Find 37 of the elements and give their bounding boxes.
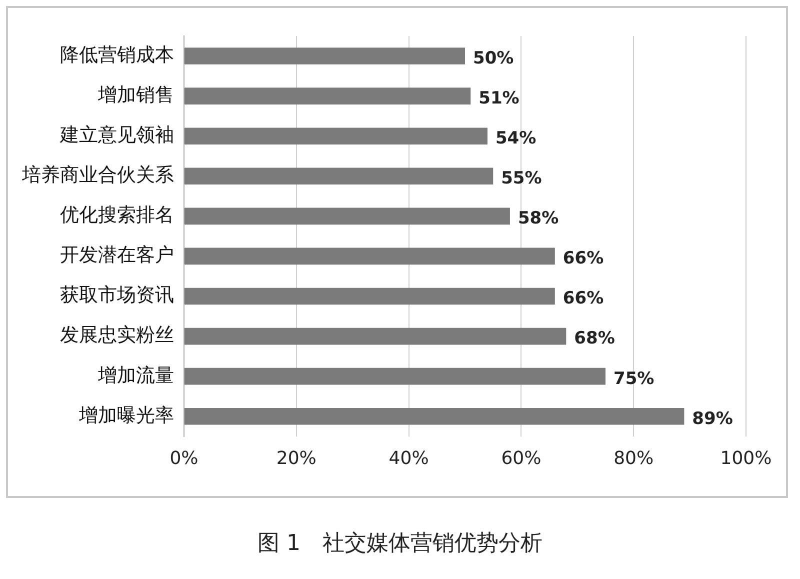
y-tick-label: 增加曝光率 — [78, 404, 174, 426]
data-label: 50% — [473, 48, 514, 68]
x-tick-label: 100% — [720, 448, 772, 469]
y-tick-label: 建立意见领袖 — [59, 124, 174, 146]
bar — [184, 328, 566, 345]
x-tick-label: 80% — [614, 448, 654, 469]
y-tick-label: 降低营销成本 — [60, 44, 174, 66]
bar — [184, 208, 510, 225]
bar — [184, 408, 684, 425]
bar — [184, 368, 606, 385]
x-tick-label: 40% — [388, 448, 429, 469]
y-tick-label: 发展忠实粉丝 — [60, 324, 174, 346]
x-tick-label: 20% — [276, 448, 316, 469]
data-label: 75% — [614, 368, 654, 389]
y-tick-label: 培养商业合伙关系 — [21, 164, 174, 186]
data-label: 66% — [562, 288, 604, 309]
x-tick-label: 0% — [170, 448, 198, 469]
bar — [184, 288, 555, 305]
y-tick-label: 开发潜在客户 — [60, 244, 174, 266]
bar — [184, 248, 555, 265]
data-label: 89% — [692, 408, 733, 429]
y-tick-label: 获取市场资讯 — [60, 284, 174, 306]
y-tick-label: 增加销售 — [97, 84, 174, 106]
bar — [184, 48, 465, 64]
bar — [184, 168, 494, 185]
text: 图 1 社交媒体营销优势分析 — [256, 530, 544, 558]
y-tick-label: 增加流量 — [97, 364, 174, 386]
data-label: 66% — [562, 248, 604, 269]
x-tick-label: 60% — [501, 448, 542, 469]
bar — [184, 128, 488, 145]
data-label: 51% — [478, 88, 520, 108]
data-label: 68% — [574, 328, 615, 349]
data-label: 58% — [518, 208, 559, 229]
data-label: 54% — [495, 128, 536, 149]
data-label: 55% — [501, 168, 542, 189]
bar — [184, 88, 471, 104]
y-tick-label: 优化搜索排名 — [60, 204, 174, 226]
